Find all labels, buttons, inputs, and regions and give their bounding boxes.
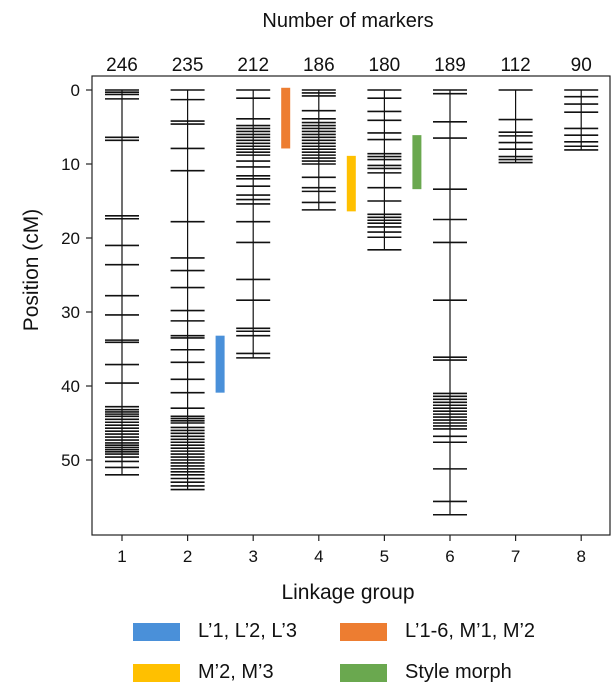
chart-title: Number of markers [262,10,433,32]
marker-count-label: 212 [237,55,269,76]
y-axis-label: Position (cM) [20,209,43,332]
x-tick-label: 4 [314,547,323,566]
x-tick-label: 3 [248,547,257,566]
marker-count-label: 112 [500,55,530,76]
marker-count-label: 180 [369,55,401,76]
marker-count-label: 246 [106,55,138,76]
marker-count-label: 189 [434,55,466,76]
x-tick-label: 6 [445,547,454,566]
plot-frame [91,75,611,536]
x-axis-label: Linkage group [281,581,414,604]
y-tick-label: 50 [61,451,80,470]
x-tick-label: 1 [117,547,126,566]
marker-count-label: 235 [172,55,204,76]
interval-bar [346,155,356,212]
interval-bar [412,135,422,190]
y-tick-label: 0 [71,81,80,100]
y-tick-label: 40 [61,377,80,396]
marker-count-label: 90 [571,55,592,76]
x-tick-label: 7 [511,547,520,566]
interval-bar [281,87,291,149]
x-tick-label: 5 [380,547,389,566]
y-tick-label: 10 [61,155,80,174]
y-tick-label: 30 [61,303,80,322]
y-tick-label: 20 [61,229,80,248]
marker-count-label: 186 [303,55,335,76]
x-tick-label: 8 [576,547,585,566]
x-tick-label: 2 [183,547,192,566]
interval-bar [215,335,225,393]
